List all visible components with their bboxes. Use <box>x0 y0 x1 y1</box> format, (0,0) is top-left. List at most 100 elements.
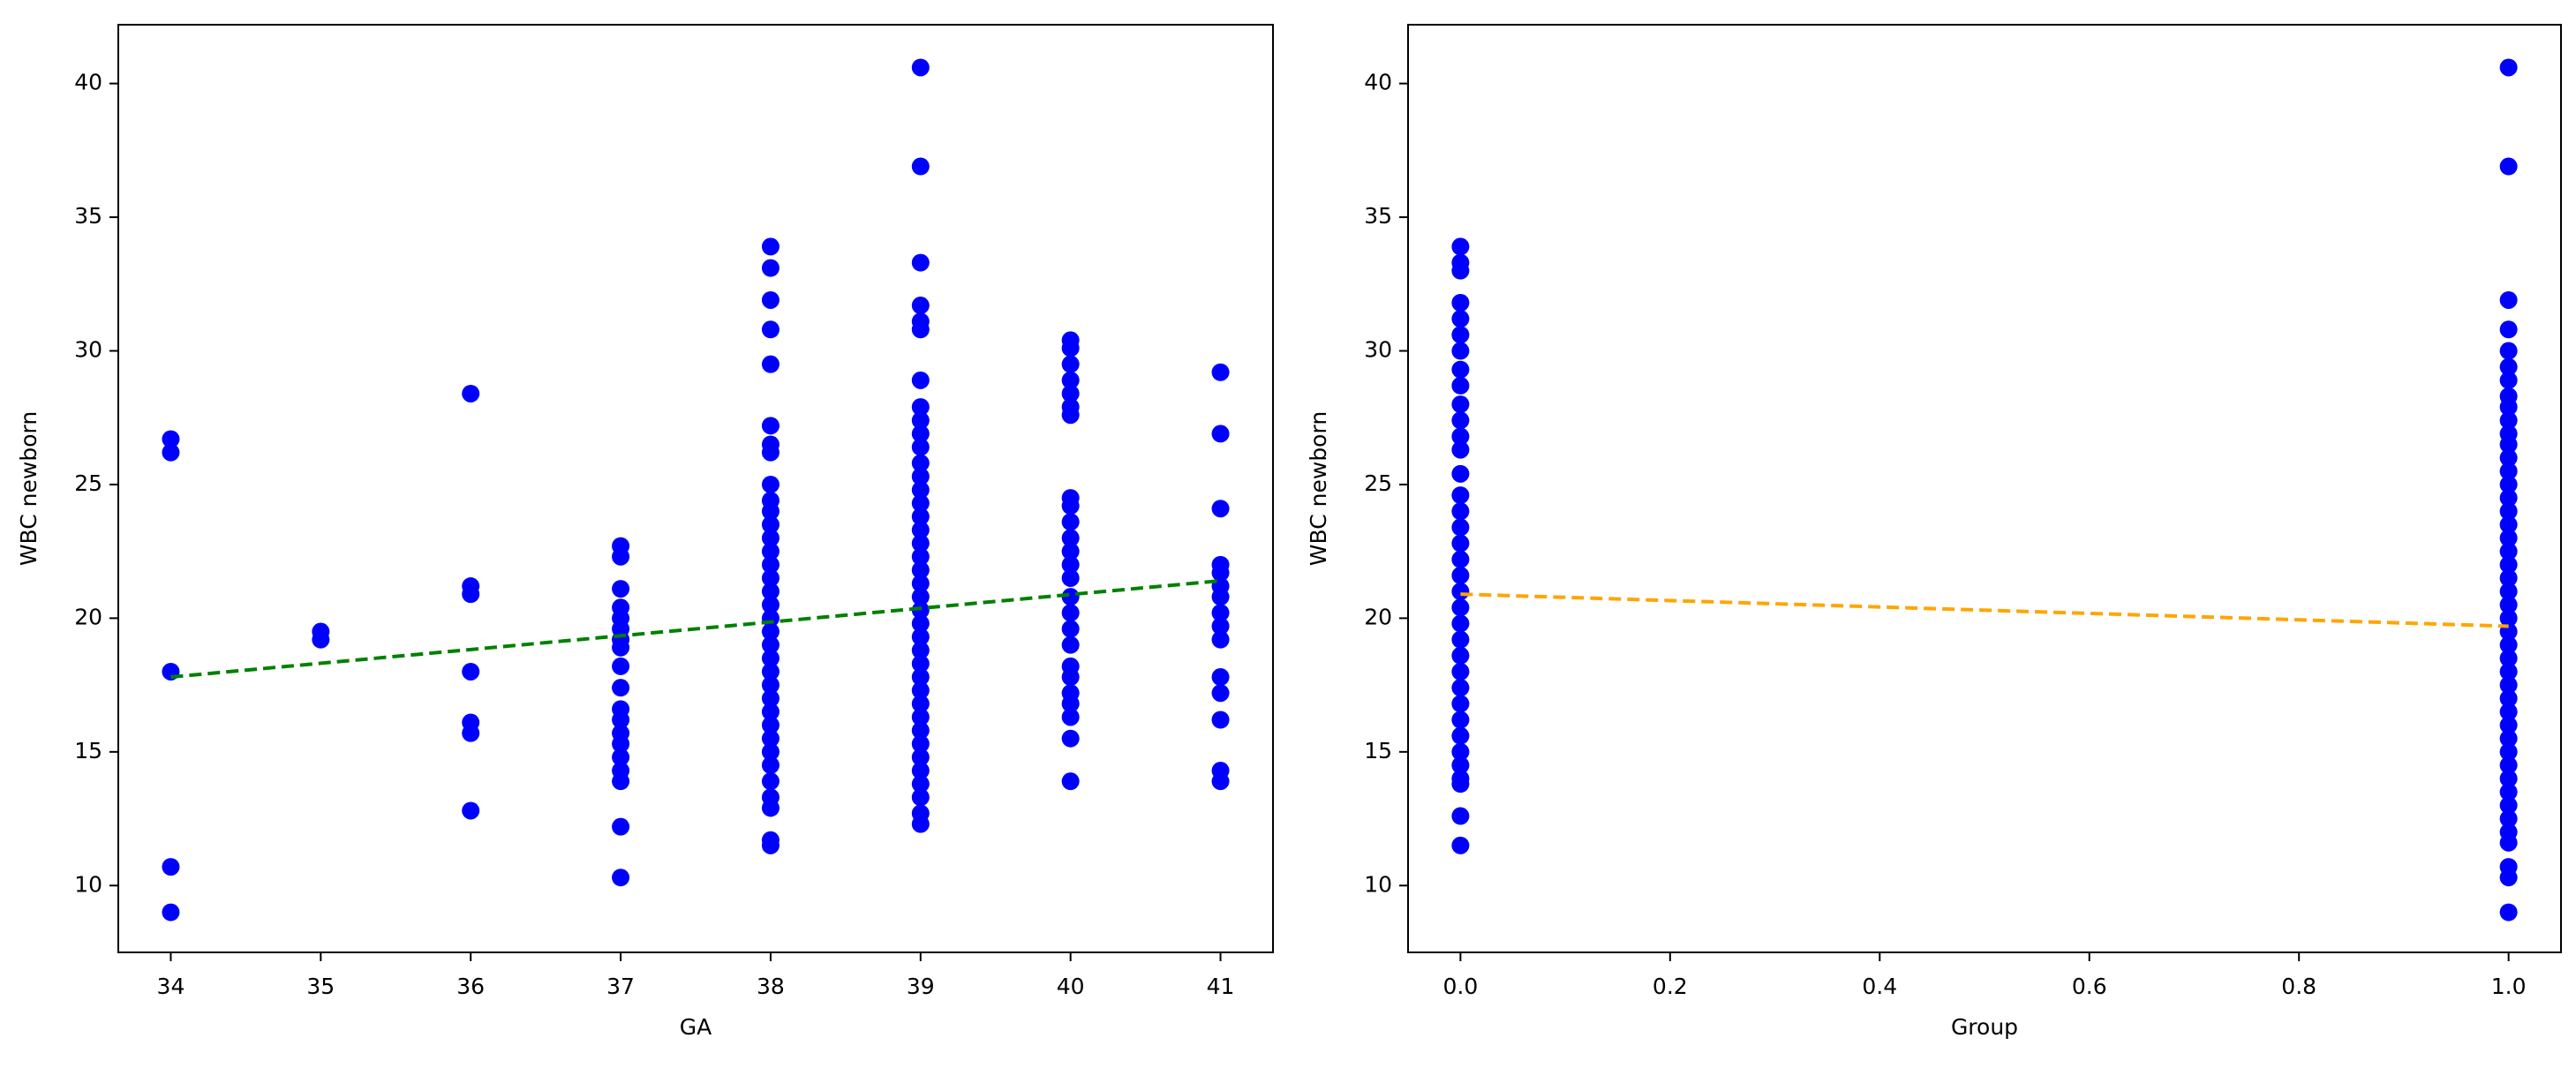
subplot: 0.0 0.2 0.4 0.6 0.8 1.0 10 15 20 25 30 35 40 Group WBC… <box>1306 24 2562 1040</box>
point <box>911 481 930 500</box>
point <box>911 398 930 417</box>
point <box>761 583 780 601</box>
x-tick-label: 38 <box>757 974 785 999</box>
point <box>2499 903 2518 921</box>
point <box>2499 662 2518 681</box>
point <box>1451 775 1470 793</box>
point <box>761 529 780 547</box>
point <box>1211 772 1230 791</box>
point <box>1451 293 1470 312</box>
point <box>1451 679 1470 697</box>
point <box>612 580 630 598</box>
point <box>761 622 780 641</box>
point <box>911 681 930 700</box>
x-axis-label: GA <box>680 1014 712 1040</box>
point <box>2499 58 2518 77</box>
point <box>1211 711 1230 729</box>
x-tick-label: 0.4 <box>1862 974 1897 999</box>
point <box>761 320 780 339</box>
point <box>911 371 930 389</box>
point <box>911 734 930 753</box>
point <box>1061 542 1080 560</box>
y-tick-label: 20 <box>74 604 102 629</box>
point <box>911 668 930 687</box>
point <box>2499 583 2518 601</box>
point <box>911 775 930 793</box>
point <box>1451 836 1470 854</box>
point <box>1451 464 1470 483</box>
y-tick-label: 15 <box>1364 738 1392 763</box>
point <box>761 568 780 587</box>
point <box>1061 729 1080 748</box>
x-tick-label: 39 <box>907 974 935 999</box>
point <box>1451 583 1470 601</box>
point <box>911 708 930 726</box>
point <box>2499 320 2518 339</box>
point <box>612 711 630 729</box>
point <box>2499 290 2518 309</box>
point <box>761 542 780 560</box>
point <box>2499 502 2518 521</box>
point <box>761 676 780 695</box>
point <box>462 801 480 820</box>
point <box>1451 518 1470 537</box>
point <box>2499 529 2518 547</box>
point <box>612 734 630 753</box>
point <box>1451 711 1470 729</box>
point <box>1211 604 1230 622</box>
point <box>911 815 930 833</box>
point <box>1061 497 1080 515</box>
point <box>911 411 930 430</box>
point <box>1451 342 1470 360</box>
y-tick-label: 30 <box>74 337 102 363</box>
point <box>162 903 180 921</box>
point <box>911 534 930 553</box>
point <box>1061 568 1080 587</box>
y-axis-label: WBC newborn <box>1306 411 1331 566</box>
point <box>911 654 930 673</box>
x-axis-label: Group <box>1951 1014 2018 1040</box>
point <box>2499 596 2518 614</box>
x-tick-label: 40 <box>1057 974 1085 999</box>
point <box>761 259 780 277</box>
point <box>1451 395 1470 414</box>
point <box>911 320 930 339</box>
point <box>1211 363 1230 381</box>
point <box>2499 869 2518 887</box>
point <box>2499 342 2518 360</box>
point <box>761 515 780 534</box>
point <box>1211 668 1230 687</box>
point <box>761 799 780 817</box>
point <box>2499 568 2518 587</box>
point <box>911 628 930 646</box>
point <box>612 817 630 836</box>
point <box>612 679 630 697</box>
point <box>612 547 630 566</box>
point <box>1451 742 1470 761</box>
point <box>2499 756 2518 774</box>
point <box>1451 326 1470 344</box>
point <box>1451 502 1470 521</box>
point <box>1061 555 1080 574</box>
point <box>911 641 930 659</box>
point <box>1061 620 1080 638</box>
point <box>2499 783 2518 801</box>
point <box>911 425 930 443</box>
y-axis-label: WBC newborn <box>16 411 41 566</box>
point <box>911 494 930 513</box>
point <box>1451 630 1470 649</box>
point <box>761 443 780 462</box>
point <box>2499 729 2518 748</box>
x-tick-label: 37 <box>606 974 635 999</box>
x-tick-label: 0.0 <box>1442 974 1478 999</box>
point <box>911 721 930 740</box>
point <box>761 742 780 761</box>
point <box>2499 515 2518 534</box>
point <box>1061 406 1080 425</box>
point <box>761 290 780 309</box>
point <box>2499 770 2518 788</box>
point <box>911 695 930 713</box>
point <box>911 157 930 176</box>
point <box>2499 676 2518 695</box>
point <box>761 662 780 681</box>
